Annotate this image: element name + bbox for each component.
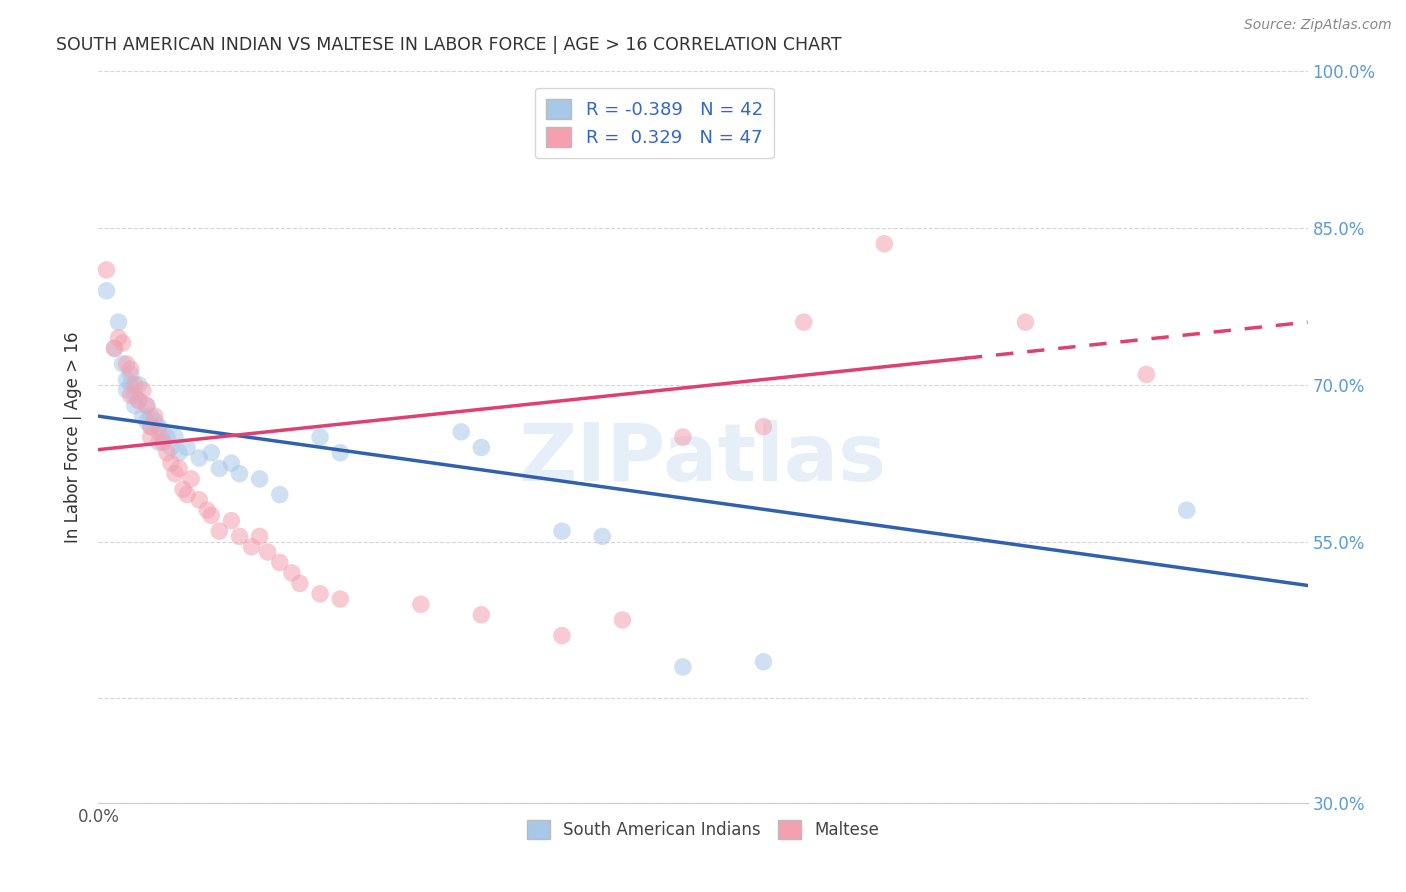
Point	[103, 341, 125, 355]
Point	[470, 441, 492, 455]
Point	[176, 441, 198, 455]
Point	[288, 576, 311, 591]
Point	[172, 483, 194, 497]
Point	[551, 629, 574, 643]
Point	[139, 419, 162, 434]
Point	[281, 566, 304, 580]
Point	[103, 341, 125, 355]
Point	[128, 393, 150, 408]
Point	[115, 373, 138, 387]
Point	[139, 430, 162, 444]
Point	[793, 315, 815, 329]
Point	[591, 529, 613, 543]
Y-axis label: In Labor Force | Age > 16: In Labor Force | Age > 16	[65, 331, 83, 543]
Point	[309, 587, 332, 601]
Point	[228, 529, 250, 543]
Point	[120, 368, 142, 382]
Point	[143, 409, 166, 424]
Point	[152, 425, 174, 439]
Point	[167, 446, 190, 460]
Point	[1135, 368, 1157, 382]
Point	[163, 467, 186, 481]
Point	[107, 331, 129, 345]
Point	[221, 514, 243, 528]
Point	[107, 315, 129, 329]
Point	[208, 461, 231, 475]
Point	[221, 456, 243, 470]
Point	[176, 487, 198, 501]
Point	[111, 357, 134, 371]
Point	[200, 446, 222, 460]
Point	[120, 377, 142, 392]
Point	[470, 607, 492, 622]
Point	[132, 383, 155, 397]
Point	[156, 446, 179, 460]
Point	[152, 435, 174, 450]
Point	[329, 446, 352, 460]
Point	[96, 284, 118, 298]
Point	[269, 556, 291, 570]
Point	[409, 597, 432, 611]
Point	[450, 425, 472, 439]
Legend: South American Indians, Maltese: South American Indians, Maltese	[520, 814, 886, 846]
Point	[111, 336, 134, 351]
Point	[752, 419, 775, 434]
Point	[249, 472, 271, 486]
Text: SOUTH AMERICAN INDIAN VS MALTESE IN LABOR FORCE | AGE > 16 CORRELATION CHART: SOUTH AMERICAN INDIAN VS MALTESE IN LABO…	[56, 36, 842, 54]
Point	[329, 592, 352, 607]
Point	[96, 263, 118, 277]
Point	[132, 409, 155, 424]
Point	[143, 414, 166, 428]
Point	[240, 540, 263, 554]
Point	[156, 430, 179, 444]
Point	[148, 419, 170, 434]
Point	[160, 456, 183, 470]
Point	[188, 492, 211, 507]
Point	[128, 377, 150, 392]
Point	[672, 660, 695, 674]
Point	[160, 441, 183, 455]
Point	[135, 399, 157, 413]
Point	[269, 487, 291, 501]
Point	[124, 388, 146, 402]
Point	[124, 377, 146, 392]
Point	[135, 399, 157, 413]
Point	[128, 393, 150, 408]
Text: ZIPatlas: ZIPatlas	[519, 420, 887, 498]
Point	[249, 529, 271, 543]
Point	[124, 399, 146, 413]
Point	[115, 383, 138, 397]
Point	[188, 450, 211, 465]
Point	[163, 430, 186, 444]
Point	[551, 524, 574, 538]
Point	[208, 524, 231, 538]
Point	[256, 545, 278, 559]
Point	[180, 472, 202, 486]
Point	[148, 435, 170, 450]
Point	[1175, 503, 1198, 517]
Point	[120, 388, 142, 402]
Point	[167, 461, 190, 475]
Point	[1014, 315, 1036, 329]
Point	[139, 419, 162, 434]
Point	[200, 508, 222, 523]
Point	[873, 236, 896, 251]
Point	[148, 425, 170, 439]
Text: Source: ZipAtlas.com: Source: ZipAtlas.com	[1244, 18, 1392, 32]
Point	[139, 409, 162, 424]
Point	[195, 503, 218, 517]
Point	[752, 655, 775, 669]
Point	[228, 467, 250, 481]
Point	[120, 362, 142, 376]
Point	[135, 414, 157, 428]
Point	[309, 430, 332, 444]
Point	[672, 430, 695, 444]
Point	[115, 357, 138, 371]
Point	[612, 613, 634, 627]
